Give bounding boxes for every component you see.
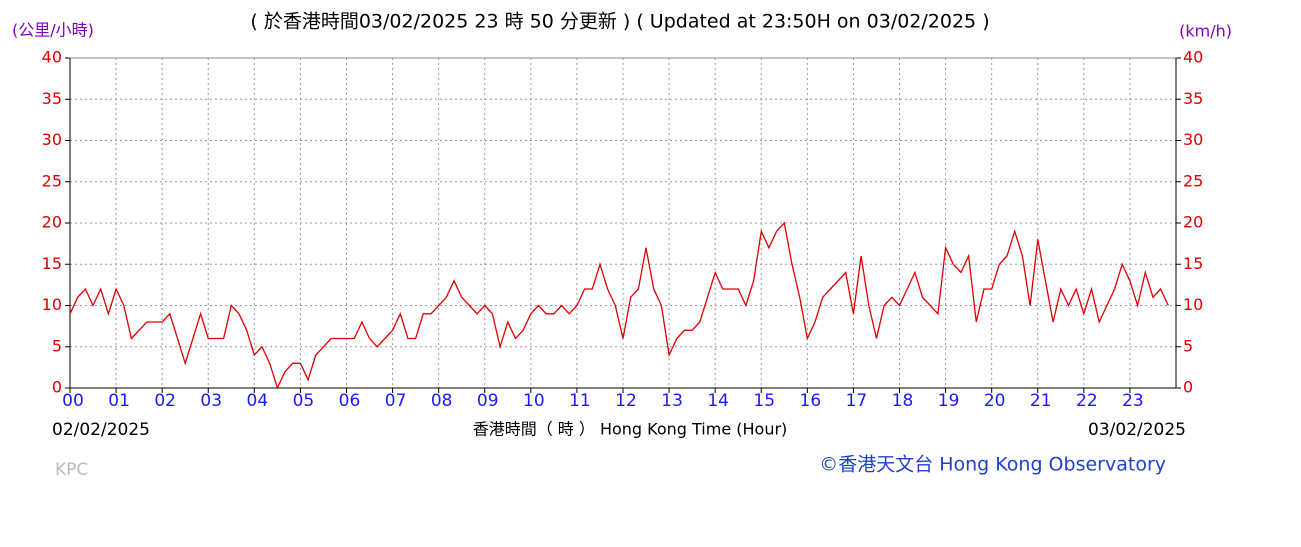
y2-tick-label: 25 [1183,171,1203,190]
end-date: 03/02/2025 [1088,420,1186,440]
y-tick-label: 10 [42,295,62,314]
y2-tick-label: 5 [1183,336,1193,355]
credit: ©香港天文台 Hong Kong Observatory [819,454,1166,476]
y2-tick-label: 40 [1183,48,1203,67]
x-tick-label: 15 [753,391,775,411]
x-tick-label: 22 [1076,391,1098,411]
x-tick-label: 16 [800,391,822,411]
x-tick-label: 11 [569,391,591,411]
x-tick-label: 03 [200,391,222,411]
x-tick-label: 00 [62,391,84,411]
station-label: KPC [55,460,88,480]
y-tick-label: 5 [52,336,62,355]
y2-tick-label: 30 [1183,130,1203,149]
x-tick-label: 17 [846,391,868,411]
x-axis-label: 香港時間（ 時 ） Hong Kong Time (Hour) [473,420,788,439]
x-tick-label: 10 [523,391,545,411]
y-unit-left: (公里/小時) [12,21,94,40]
x-tick-label: 20 [984,391,1006,411]
x-tick-label: 05 [293,391,315,411]
x-tick-label: 21 [1030,391,1052,411]
line-series [69,221,1169,390]
y-tick-label: 20 [42,213,62,232]
start-date: 02/02/2025 [52,420,150,440]
x-tick-label: 14 [707,391,729,411]
y-tick-label: 30 [42,130,62,149]
x-tick-label: 19 [938,391,960,411]
x-tick-label: 18 [892,391,914,411]
y2-tick-label: 15 [1183,254,1203,273]
y2-tick-label: 0 [1183,378,1193,397]
x-tick-label: 13 [661,391,683,411]
x-tick-label: 12 [615,391,637,411]
x-tick-label: 09 [477,391,499,411]
x-tick-label: 02 [154,391,176,411]
x-tick-label: 07 [385,391,407,411]
x-tick-label: 06 [339,391,361,411]
x-tick-label: 01 [108,391,130,411]
y2-tick-label: 20 [1183,213,1203,232]
y-tick-label: 35 [42,89,62,108]
y-tick-label: 15 [42,254,62,273]
y2-tick-label: 10 [1183,295,1203,314]
y-tick-label: 40 [42,48,62,67]
chart-title: ( 於香港時間03/02/2025 23 時 50 分更新 ) ( Update… [250,11,989,33]
x-tick-label: 23 [1122,391,1144,411]
x-tick-label: 08 [431,391,453,411]
y2-tick-label: 35 [1183,89,1203,108]
y-unit-right: (km/h) [1179,22,1232,41]
y-tick-label: 25 [42,171,62,190]
y-tick-label: 0 [52,378,62,397]
x-tick-label: 04 [247,391,269,411]
